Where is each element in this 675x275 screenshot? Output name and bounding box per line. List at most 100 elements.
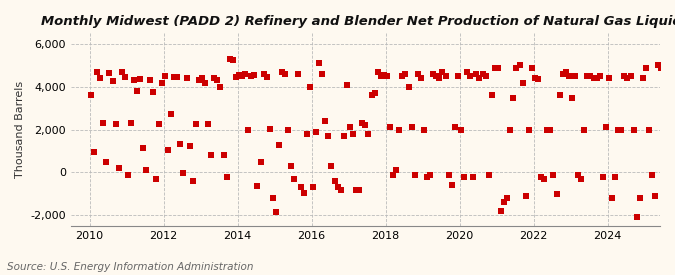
Point (304, 85, 315, 89)
Point (375, 74, 386, 78)
Point (314, 61, 325, 65)
Point (265, 126, 275, 131)
Point (86, 93, 97, 98)
Point (234, 73, 244, 77)
Point (588, 76, 599, 81)
Point (650, 194, 661, 198)
Point (160, 74, 171, 78)
Point (381, 74, 392, 78)
Point (255, 160, 266, 164)
Point (335, 187, 346, 192)
Point (548, 172, 559, 177)
Point (394, 127, 404, 132)
Point (310, 130, 321, 134)
Point (511, 65, 522, 70)
Point (147, 90, 158, 94)
Point (166, 111, 177, 116)
Point (259, 72, 269, 76)
Point (456, 127, 466, 132)
Point (391, 168, 402, 172)
Point (526, 65, 537, 70)
Point (345, 125, 356, 130)
Point (656, 65, 667, 70)
Point (422, 174, 433, 179)
Point (194, 78, 205, 82)
Point (551, 192, 562, 196)
Point (672, 65, 675, 70)
Point (502, 196, 512, 200)
Point (212, 78, 223, 82)
Point (117, 70, 128, 74)
Point (373, 70, 383, 74)
Point (274, 142, 285, 147)
Point (231, 75, 242, 79)
Point (483, 172, 494, 177)
Point (271, 210, 281, 214)
Point (625, 74, 636, 78)
Point (175, 141, 186, 146)
Point (348, 132, 358, 136)
Point (286, 164, 297, 168)
Point (641, 65, 651, 70)
Point (224, 57, 235, 61)
Point (662, 211, 673, 215)
Y-axis label: Thousand Barrels: Thousand Barrels (15, 81, 25, 178)
Point (188, 179, 198, 183)
Point (644, 127, 655, 132)
Point (202, 122, 213, 127)
Point (582, 74, 593, 78)
Point (157, 80, 167, 85)
Point (418, 127, 429, 132)
Point (520, 194, 531, 198)
Point (151, 177, 161, 181)
Point (110, 122, 121, 127)
Point (462, 70, 472, 74)
Point (616, 127, 626, 132)
Point (465, 74, 476, 78)
Point (237, 74, 248, 78)
Point (357, 121, 368, 125)
Point (298, 191, 309, 195)
Point (153, 122, 164, 127)
Point (261, 75, 272, 79)
Point (446, 183, 457, 188)
Point (597, 174, 608, 179)
Point (607, 196, 618, 200)
Point (163, 148, 173, 152)
Text: Source: U.S. Energy Information Administration: Source: U.S. Energy Information Administ… (7, 262, 253, 272)
Point (437, 70, 448, 74)
Point (434, 76, 445, 81)
Point (572, 172, 583, 177)
Point (267, 196, 278, 200)
Point (169, 75, 180, 79)
Point (218, 153, 229, 158)
Point (634, 196, 645, 200)
Point (95, 76, 105, 81)
Point (558, 72, 568, 76)
Point (545, 127, 556, 132)
Point (295, 185, 306, 189)
Point (477, 72, 488, 76)
Point (323, 134, 334, 138)
Point (129, 78, 140, 82)
Point (172, 75, 183, 79)
Point (487, 93, 497, 98)
Point (385, 125, 396, 130)
Point (113, 166, 124, 170)
Point (603, 76, 614, 81)
Point (196, 76, 207, 81)
Point (104, 71, 115, 75)
Point (320, 119, 331, 123)
Point (215, 85, 226, 89)
Point (499, 200, 510, 205)
Point (443, 172, 454, 177)
Point (622, 76, 633, 81)
Point (428, 72, 439, 76)
Point (400, 72, 411, 76)
Point (666, 196, 675, 200)
Point (539, 177, 549, 181)
Point (92, 70, 103, 74)
Point (289, 177, 300, 181)
Point (425, 172, 435, 177)
Point (403, 85, 414, 89)
